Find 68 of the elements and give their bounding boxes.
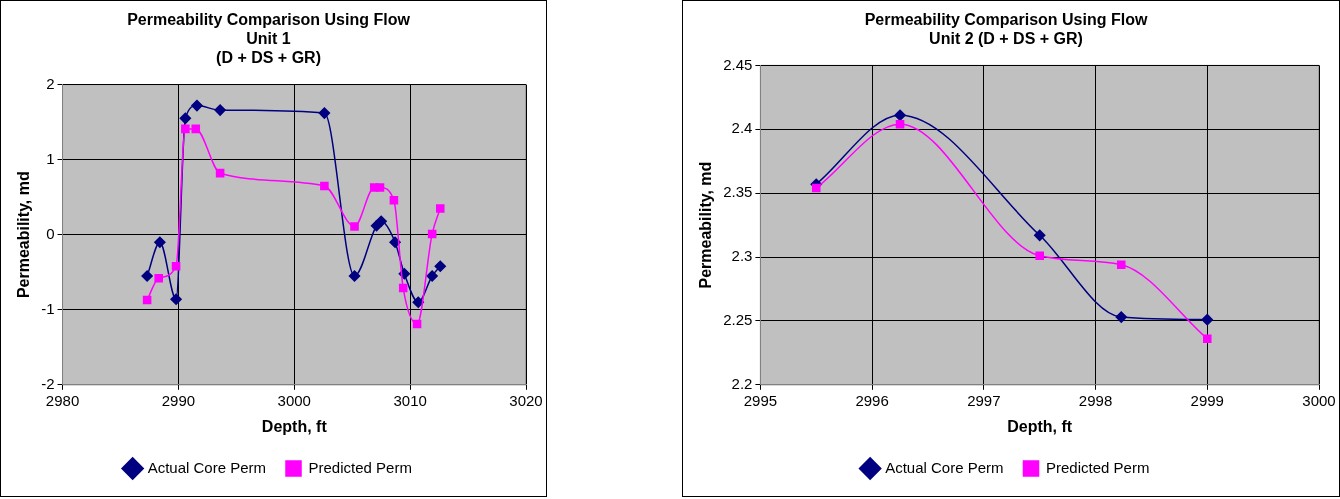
y-tick-label: -2	[41, 374, 55, 392]
x-tick-label: 3020	[509, 391, 543, 409]
y-tick-label: 1	[46, 149, 55, 167]
x-tick-label: 2990	[161, 391, 196, 409]
x-axis-title: Depth, ft	[1007, 417, 1073, 435]
point	[142, 295, 152, 305]
point	[811, 183, 821, 193]
point	[894, 109, 906, 121]
point	[141, 270, 153, 282]
point	[348, 270, 361, 282]
y-tick-label: 2.4	[731, 119, 753, 137]
point	[389, 195, 399, 205]
point	[1115, 311, 1127, 323]
y-tick-label: 0	[46, 224, 55, 242]
point	[318, 107, 331, 119]
point	[215, 168, 225, 178]
y-tick-label: 2.25	[723, 311, 753, 329]
y-tick-label: 2	[46, 74, 55, 92]
x-tick-label: 2996	[855, 391, 889, 409]
point	[375, 183, 385, 192]
y-tick-label: -1	[41, 299, 55, 317]
x-tick-label: 2998	[1078, 391, 1113, 409]
point	[214, 104, 226, 116]
legend-label: Actual Core Perm	[885, 458, 1004, 476]
point	[412, 296, 424, 308]
point	[191, 99, 203, 112]
legend-label: Predicted Perm	[308, 458, 412, 476]
point	[1116, 260, 1126, 269]
point	[154, 236, 166, 248]
x-tick-label: 2997	[967, 391, 1001, 409]
x-axis-title: Depth, ft	[261, 417, 328, 435]
point	[426, 270, 438, 282]
point	[398, 283, 408, 293]
legend-label: Actual Core Perm	[147, 458, 266, 476]
x-tick-label: 3000	[277, 391, 311, 409]
chart-title: Permeability Comparison Using Flow Unit 2 (D + DS + GR)	[864, 11, 1148, 48]
y-axis-title: Permeability, md	[15, 171, 33, 299]
point	[320, 181, 329, 191]
x-tick-label: 3010	[393, 391, 427, 409]
x-tick-label: 2995	[743, 391, 778, 409]
point	[181, 124, 190, 134]
point	[179, 112, 192, 125]
y-tick-label: 2.2	[731, 374, 753, 392]
point	[154, 273, 163, 283]
point	[170, 293, 182, 305]
point	[1033, 229, 1046, 242]
point	[350, 222, 359, 231]
chart-title: Permeability Comparison Using Flow Unit 1 (D + DS + GR)	[127, 11, 411, 67]
y-axis-title: Permeability, md	[697, 161, 715, 289]
x-tick-label: 3000	[1302, 391, 1336, 409]
point	[389, 236, 401, 248]
point	[435, 204, 445, 213]
legend-label: Predicted Perm	[1046, 458, 1150, 476]
point	[1202, 334, 1212, 344]
y-tick-label: 2.3	[731, 247, 753, 265]
point	[427, 229, 437, 239]
point	[434, 260, 447, 272]
x-tick-label: 2980	[45, 391, 80, 409]
point	[171, 261, 181, 271]
point	[1201, 313, 1214, 326]
y-tick-label: 2.45	[723, 55, 753, 73]
x-tick-label: 2999	[1190, 391, 1224, 409]
point	[895, 119, 905, 129]
point	[412, 319, 422, 329]
point	[375, 215, 387, 227]
y-tick-label: 2.35	[723, 183, 753, 201]
point	[1035, 251, 1044, 261]
point	[191, 124, 201, 134]
